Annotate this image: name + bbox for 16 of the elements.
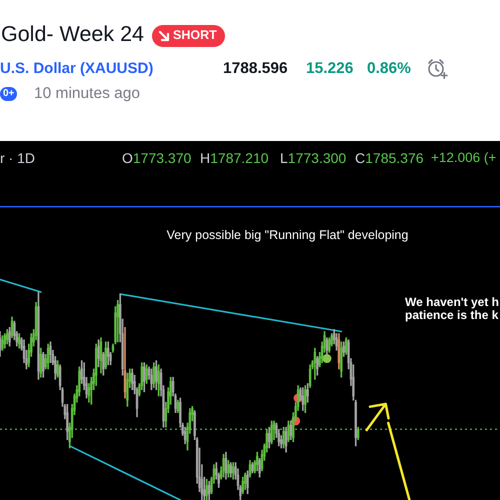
text: L1773.300 <box>280 150 346 166</box>
chart-title: Gold- Week 24 <box>1 22 144 47</box>
text: 1788.596 <box>223 60 288 78</box>
text: r · 1D <box>0 150 35 166</box>
text: +12.006 (+ <box>431 150 496 166</box>
text: O1773.370 <box>122 150 192 166</box>
text: SHORT <box>173 28 217 43</box>
text: H1787.210 <box>200 150 269 166</box>
text: 10 minutes ago <box>34 85 140 102</box>
text: 0.86% <box>367 60 411 78</box>
text: C1785.376 <box>355 150 424 166</box>
text: Very possible big "Running Flat" developing <box>166 228 408 243</box>
annotation: We haven't yet h patience is the k <box>405 295 499 322</box>
chart-subtitle: U.S. Dollar (XAUUSD) <box>0 60 154 77</box>
text: 15.226 <box>306 60 354 78</box>
text: 0+ <box>0 87 18 101</box>
